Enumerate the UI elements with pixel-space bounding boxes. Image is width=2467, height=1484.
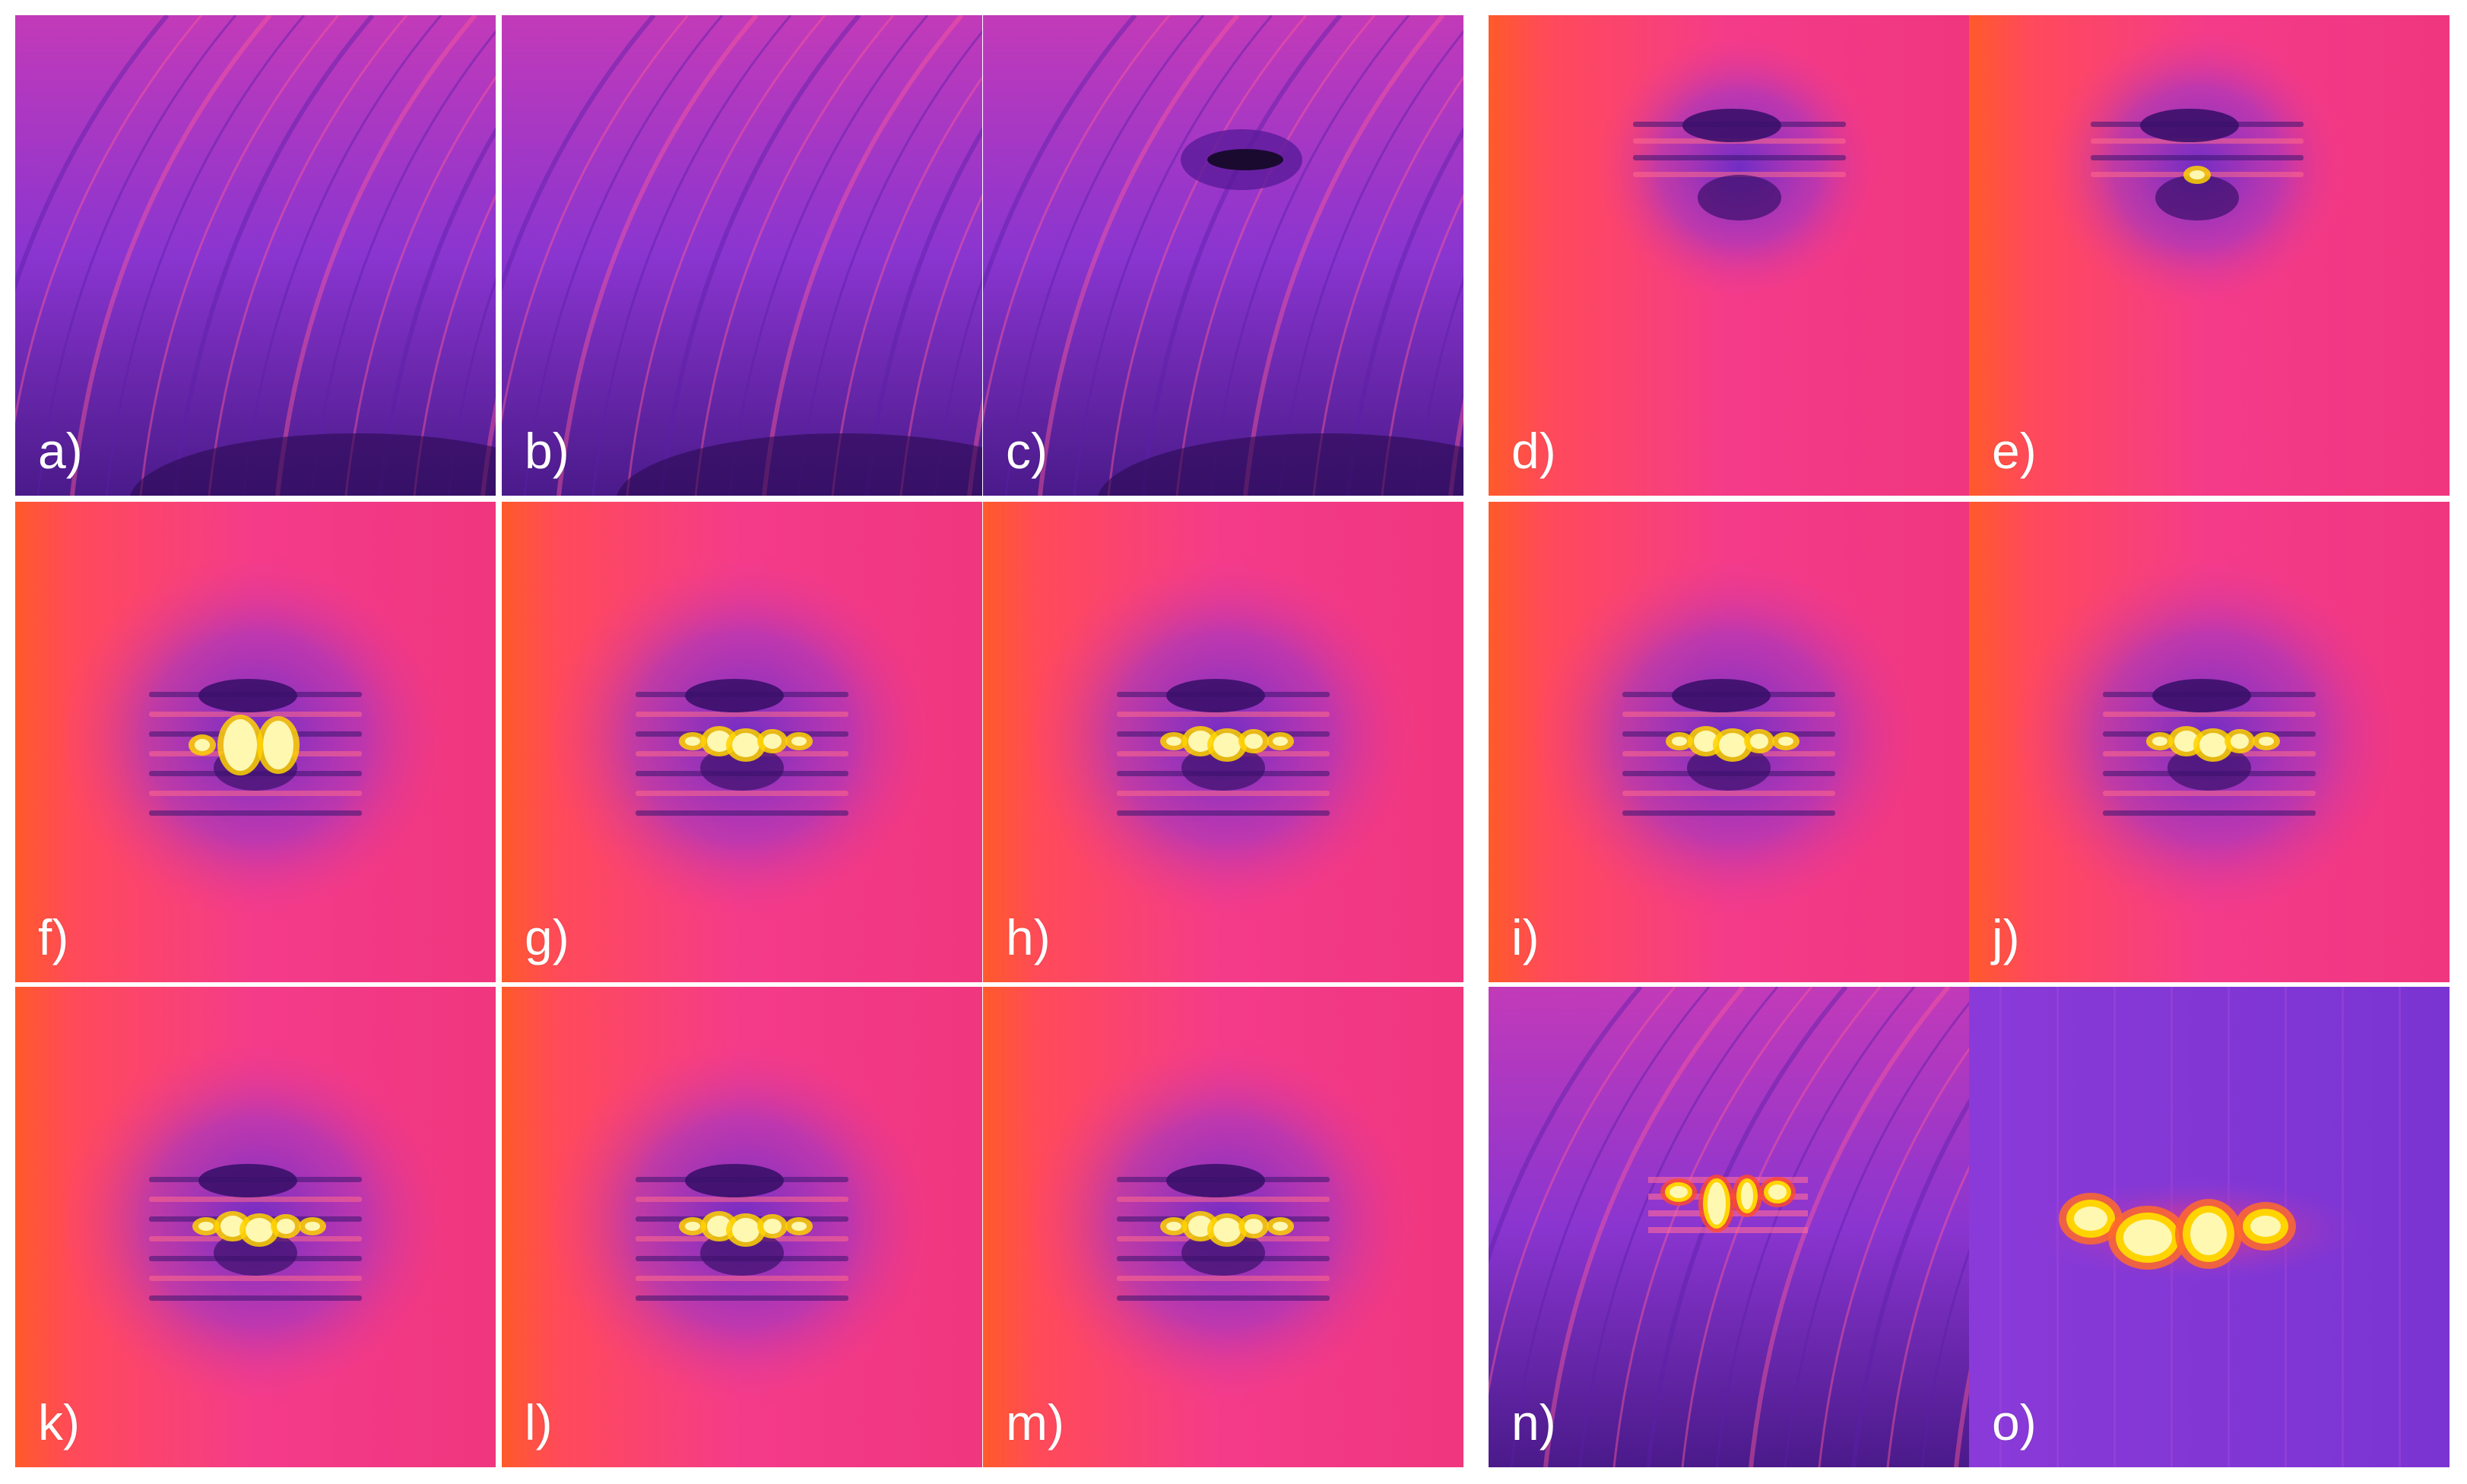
panel-image-b (502, 15, 982, 496)
panel-label: a) (38, 423, 83, 479)
panel-image-j (1969, 502, 2450, 982)
panel-image-e (1969, 15, 2450, 496)
panel-label: b) (525, 423, 569, 479)
panel-image-m (983, 987, 1463, 1467)
panel-image-k (15, 987, 496, 1467)
panel-label: l) (525, 1394, 553, 1451)
panel-image-h (983, 502, 1463, 982)
panel-label: n) (1511, 1394, 1556, 1451)
panel-image-a (15, 15, 496, 496)
panel-g: g) (502, 502, 982, 982)
panel-i: i) (1489, 502, 1969, 982)
panel-n: n) (1489, 987, 1969, 1467)
panel-label: h) (1006, 909, 1051, 966)
panel-label: o) (1992, 1394, 2037, 1451)
panel-k: k) (15, 987, 496, 1467)
panel-h: h) (983, 502, 1463, 982)
panel-image-o (1969, 987, 2450, 1467)
panel-c: c) (983, 15, 1463, 496)
panel-image-f (15, 502, 496, 982)
panel-image-n (1489, 987, 1969, 1467)
panel-image-g (502, 502, 982, 982)
panel-label: c) (1006, 423, 1048, 479)
panel-label: d) (1511, 423, 1556, 479)
panel-label: m) (1006, 1394, 1064, 1451)
panel-l: l) (502, 987, 982, 1467)
panel-e: e) (1969, 15, 2450, 496)
panel-d: d) (1489, 15, 1969, 496)
panel-f: f) (15, 502, 496, 982)
panel-label: i) (1511, 909, 1539, 966)
panel-label: j) (1992, 909, 2020, 966)
panel-o: o) (1969, 987, 2450, 1467)
panel-image-i (1489, 502, 1969, 982)
panel-b: b) (502, 15, 982, 496)
panel-j: j) (1969, 502, 2450, 982)
panel-image-l (502, 987, 982, 1467)
panel-label: e) (1992, 423, 2037, 479)
panel-m: m) (983, 987, 1463, 1467)
panel-image-d (1489, 15, 1969, 496)
panel-image-c (983, 15, 1463, 496)
panel-label: f) (38, 909, 69, 966)
panel-label: k) (38, 1394, 80, 1451)
panel-a: a) (15, 15, 496, 496)
panel-label: g) (525, 909, 569, 966)
